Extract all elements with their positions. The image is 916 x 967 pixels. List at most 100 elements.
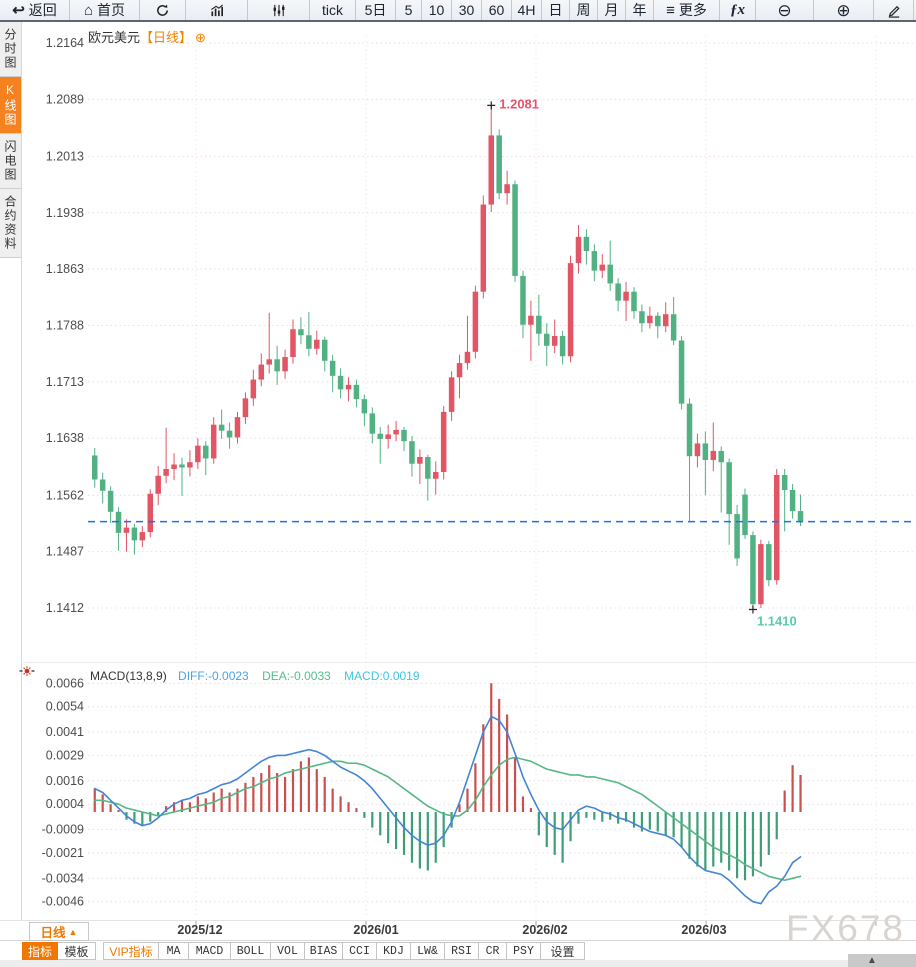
svg-text:0.0004: 0.0004 [46,797,84,811]
toolbar-period-5-button[interactable]: 5 [396,0,422,20]
period-day-button-label: 日 [548,2,563,18]
svg-text:1.1638: 1.1638 [46,431,84,445]
toolbar-period-year-button[interactable]: 年 [626,0,654,20]
toolbar-fx-button[interactable]: ƒx [720,0,756,20]
period-label: 【日线】 [140,30,193,45]
back-icon: ↩ [12,1,25,19]
period-selector-label: 日线 [40,926,66,940]
indicator-tab-bar: 指标 模板 VIP指标 MA MACD BOLL VOL BIAS CCI KDJ LW& RSI CR… [22,942,585,960]
x-axis-row: 日线 ▲ 2025/12 2026/01 2026/02 2026/03 [0,920,916,941]
toolbar-zoom-out-button[interactable]: ⊖ [756,0,814,20]
tab-kdj[interactable]: KDJ [377,942,411,960]
x-axis-label: 2026/03 [681,923,727,937]
toolbar-period-60-button[interactable]: 60 [482,0,512,20]
svg-text:1.1788: 1.1788 [46,318,84,332]
home-icon: ⌂ [83,1,94,19]
svg-text:1.1410: 1.1410 [757,613,797,628]
chevron-up-icon: ▲ [867,954,877,966]
home-button-label: 首页 [97,2,126,18]
collapse-handle[interactable]: ▲ [848,954,916,967]
svg-text:0.0054: 0.0054 [46,700,84,714]
macd-bar-value: MACD:0.0019 [344,669,420,683]
toolbar-period-4h-button[interactable]: 4H [512,0,542,20]
more-icon: ≡ [666,1,675,19]
indicator-settings-icon[interactable] [19,663,35,684]
period-5-button-label: 5 [404,2,413,18]
refresh-icon [155,3,170,18]
period-60-button-label: 60 [488,2,505,18]
period-month-button-label: 月 [604,2,619,18]
top-toolbar: ↩ 返回 ⌂ 首页 tick 5日 5 10 30 60 4H 日周月年 ≡ 更多 ƒx ⊖ ⊕ [0,0,916,22]
toolbar-period-30-button[interactable]: 30 [452,0,482,20]
tab-lw[interactable]: LW& [411,942,445,960]
toolbar-back-button[interactable]: ↩ 返回 [0,0,70,20]
svg-text:1.1938: 1.1938 [46,206,84,220]
fx678-watermark: FX678 [786,908,906,949]
svg-text:0.0066: 0.0066 [46,676,84,690]
tick-button-label: tick [322,2,343,18]
period-selector[interactable]: 日线 ▲ [29,922,89,941]
macd-dea-value: DEA:-0.0033 [262,669,331,683]
chart-title: 欧元美元【日线】 ⊕ [88,27,206,46]
toolbar-period-month-button[interactable]: 月 [598,0,626,20]
toolbar-candlestick-button[interactable] [248,0,310,20]
svg-text:1.1713: 1.1713 [46,375,84,389]
svg-text:1.1412: 1.1412 [46,601,84,615]
svg-text:1.2164: 1.2164 [46,36,84,50]
tab-psy[interactable]: PSY [507,942,541,960]
svg-text:1.2013: 1.2013 [46,149,84,163]
tab-bias[interactable]: BIAS [305,942,343,960]
tab-vip-indicator[interactable]: VIP指标 [103,942,159,960]
tab-cci[interactable]: CCI [343,942,377,960]
sidebar-item-lightning-chart[interactable]: 闪电图 [0,134,21,189]
svg-text:1.1487: 1.1487 [46,545,84,559]
symbol-name: 欧元美元 [88,30,141,45]
tab-vol[interactable]: VOL [271,942,305,960]
toolbar-draw-button[interactable] [874,0,914,20]
bottom-strip [0,960,916,967]
tab-template[interactable]: 模板 [58,942,96,960]
sidebar-item-kline-chart[interactable]: K线图 [0,77,21,134]
svg-text:0.0041: 0.0041 [46,725,84,739]
toolbar-bar-chart-button[interactable] [186,0,248,20]
panel-divider [23,662,916,663]
tab-indicator[interactable]: 指标 [22,942,58,960]
x-axis-label: 2026/01 [353,923,399,937]
svg-text:-0.0034: -0.0034 [42,871,84,885]
svg-text:-0.0009: -0.0009 [42,823,84,837]
tab-cr[interactable]: CR [479,942,507,960]
chevron-up-icon: ▲ [68,926,78,937]
period-week-button-label: 周 [576,2,591,18]
sidebar-item-time-chart[interactable]: 分时图 [0,22,21,77]
svg-text:-0.0046: -0.0046 [42,895,84,909]
zoom-out-icon: ⊖ [777,0,792,20]
bar-chart-icon [209,3,225,18]
sidebar-item-contract-info[interactable]: 合约资料 [0,189,21,258]
tab-rsi[interactable]: RSI [445,942,479,960]
zoom-in-icon: ⊕ [836,0,851,20]
svg-text:0.0029: 0.0029 [46,748,84,762]
toolbar-refresh-button[interactable] [140,0,186,20]
toolbar-more-button[interactable]: ≡ 更多 [654,0,720,20]
toolbar-period-week-button[interactable]: 周 [570,0,598,20]
toolbar-zoom-in-button[interactable]: ⊕ [814,0,874,20]
toolbar-period-10-button[interactable]: 10 [422,0,452,20]
toolbar-tick-button[interactable]: tick [310,0,356,20]
svg-text:1.2081: 1.2081 [499,96,539,111]
toolbar-period-day-button[interactable]: 日 [542,0,570,20]
x-axis-label: 2025/12 [177,923,223,937]
add-symbol-icon[interactable]: ⊕ [195,30,206,45]
svg-text:1.1562: 1.1562 [46,488,84,502]
toolbar-period-5day-button[interactable]: 5日 [356,0,396,20]
svg-text:1.2089: 1.2089 [46,92,84,106]
period-10-button-label: 10 [428,2,445,18]
svg-text:0.0016: 0.0016 [46,774,84,788]
tab-boll[interactable]: BOLL [231,942,271,960]
tab-settings[interactable]: 设置 [541,942,585,960]
left-sidebar: 分时图 K线图 闪电图 合约资料 [0,22,22,920]
tab-macd[interactable]: MACD [189,942,231,960]
tab-ma[interactable]: MA [159,942,189,960]
toolbar-home-button[interactable]: ⌂ 首页 [70,0,140,20]
macd-title: MACD(13,8,9) [90,669,167,683]
